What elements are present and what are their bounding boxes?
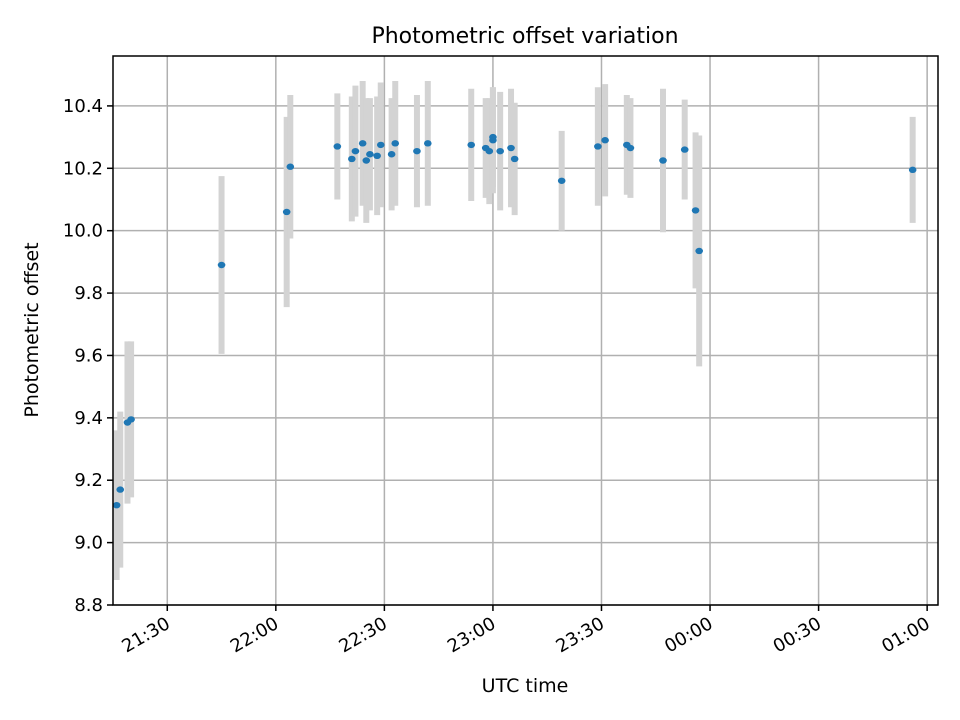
data-point [626, 144, 635, 152]
y-tick-label: 10.2 [63, 158, 103, 179]
chart-title: Photometric offset variation [371, 24, 678, 49]
data-point [496, 147, 504, 155]
y-tick-label: 9.0 [74, 533, 103, 554]
data-point [594, 143, 602, 150]
x-tick-label: 23:00 [444, 613, 499, 657]
data-point [348, 155, 356, 163]
data-point [601, 137, 609, 144]
plot-frame [112, 55, 939, 606]
data-point [680, 146, 689, 153]
x-tick-label: 21:30 [118, 613, 173, 657]
data-point [507, 144, 515, 152]
data-point [485, 147, 494, 155]
y-tick-label: 9.2 [74, 470, 103, 491]
data-point [358, 140, 367, 147]
data-point [127, 416, 135, 423]
data-point [691, 207, 700, 214]
x-axis-label: UTC time [482, 675, 569, 697]
data-point [424, 140, 432, 147]
data-point [387, 151, 396, 158]
y-axis-label: Photometric offset [21, 242, 43, 417]
data-point [510, 155, 519, 163]
data-points [112, 133, 917, 509]
data-point [286, 163, 295, 170]
data-point [489, 133, 497, 141]
data-point [413, 147, 421, 155]
data-point [351, 147, 360, 155]
x-tick-label: 23:30 [553, 613, 608, 657]
y-tick-label: 8.8 [74, 595, 103, 616]
x-tick-label: 22:00 [227, 613, 282, 657]
y-tick-label: 9.8 [74, 283, 103, 304]
x-tick-label: 00:30 [770, 613, 825, 657]
y-tick-label: 10.4 [63, 96, 103, 117]
x-tick-label: 01:00 [878, 613, 933, 657]
data-point [333, 143, 342, 150]
data-point [366, 151, 374, 158]
x-tick-label: 22:30 [335, 613, 390, 657]
x-tick-label: 00:00 [661, 613, 716, 657]
grid-lines [113, 56, 938, 606]
data-point [391, 140, 400, 147]
data-point [373, 152, 381, 160]
data-point [557, 177, 566, 184]
data-point [217, 261, 226, 269]
data-point [908, 166, 917, 174]
y-tick-label: 9.6 [74, 345, 103, 366]
data-point [112, 501, 121, 509]
y-tick-label: 9.4 [74, 408, 103, 429]
data-point [659, 157, 667, 164]
data-point [362, 157, 371, 164]
data-point [282, 208, 291, 216]
y-tick-label: 10.0 [63, 221, 103, 242]
data-point [467, 141, 476, 149]
data-point [116, 486, 125, 493]
data-point [376, 141, 385, 149]
data-point [695, 247, 703, 255]
